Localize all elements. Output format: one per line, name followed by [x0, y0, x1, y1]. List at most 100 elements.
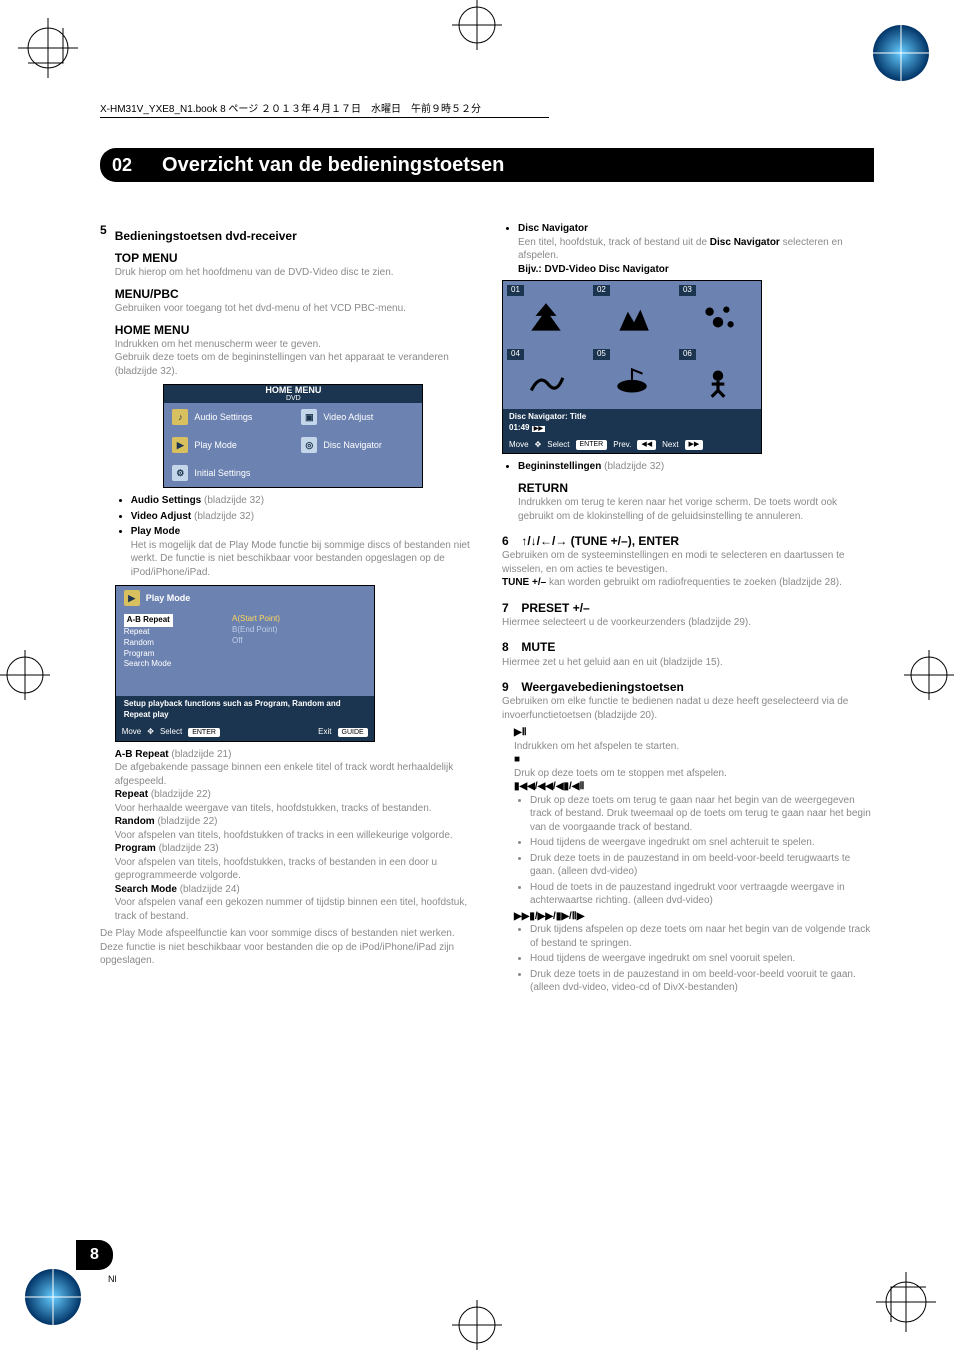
play-mode-body: Het is mogelijk dat de Play Mode functie…	[131, 539, 472, 580]
disc-nav-label: Disc Navigator	[518, 223, 588, 234]
pm-start-point: A(Start Point)	[232, 614, 366, 625]
tune-body: kan worden gebruikt om radiofrequenties …	[546, 577, 842, 588]
play-mode-tail: De Play Mode afspeelfunctie kan voor som…	[100, 927, 472, 968]
search-page: (bladzijde 24)	[180, 884, 240, 895]
left-column: 5 Bedieningstoetsen dvd-receiver TOP MEN…	[100, 222, 472, 997]
sec8-num: 8	[502, 639, 518, 655]
pm-search[interactable]: Search Mode	[124, 659, 216, 670]
hm-disc-label: Disc Navigator	[323, 439, 382, 451]
right-column: Disc Navigator Een titel, hoofdstuk, tra…	[502, 222, 874, 997]
dn-cell-6[interactable]: 06	[675, 345, 761, 409]
stop-icon: ■	[514, 753, 874, 767]
hm-video-label: Video Adjust	[323, 411, 373, 423]
stop-body: Druk op deze toets om te stoppen met afs…	[514, 767, 874, 781]
play-mode-screenshot: ▶Play Mode A-B Repeat Repeat Random Prog…	[115, 585, 375, 741]
ab-repeat-label: A-B Repeat	[115, 749, 169, 760]
chapter-title: Overzicht van de bedieningstoetsen	[144, 148, 874, 182]
top-menu-body: Druk hierop om het hoofdmenu van de DVD-…	[115, 266, 472, 280]
audio-settings-page: (bladzijde 32)	[204, 495, 264, 506]
pm-ab-repeat[interactable]: A-B Repeat	[124, 614, 173, 627]
forward-icon: ▶▶▮/▶▶/▮▶/Ⅱ▶	[514, 910, 874, 924]
hm-video-adjust[interactable]: ▣Video Adjust	[293, 403, 422, 431]
home-menu-line2: Gebruik deze toets om de begininstelling…	[115, 351, 472, 378]
rewind-icon: ▮◀◀/◀◀/◀▮/◀Ⅱ	[514, 780, 874, 794]
top-menu-heading: TOP MENU	[115, 250, 472, 266]
dn-cell-1[interactable]: 01	[503, 281, 589, 345]
pm-hint: Setup playback functions such as Program…	[116, 696, 374, 724]
fwd-1: Druk tijdens afspelen op deze toets om n…	[530, 923, 874, 950]
tune-label: TUNE +/–	[502, 577, 546, 588]
pm-header-label: Play Mode	[146, 592, 191, 604]
dn-next: Next	[662, 440, 678, 451]
rew-2: Houd tijdens de weergave ingedrukt om sn…	[530, 836, 874, 850]
crop-mark	[452, 0, 502, 50]
crop-mark	[904, 650, 954, 700]
pm-random[interactable]: Random	[124, 638, 216, 649]
pm-end-point: B(End Point)	[232, 625, 366, 636]
file-header: X-HM31V_YXE8_N1.book 8 ページ ２０１３年４月１７日 水曜…	[100, 100, 549, 118]
hm-init-label: Initial Settings	[194, 467, 250, 479]
sec9-num: 9	[502, 679, 518, 695]
menu-pbc-heading: MENU/PBC	[115, 286, 472, 302]
section-5-title: Bedieningstoetsen dvd-receiver	[115, 228, 472, 244]
pm-exit: Exit	[318, 727, 331, 738]
sec7-num: 7	[502, 600, 518, 616]
search-label: Search Mode	[115, 884, 177, 895]
program-label: Program	[115, 843, 156, 854]
dn-move: Move	[509, 440, 529, 451]
dn-prev: Prev.	[613, 440, 631, 451]
chapter-number: 02	[100, 148, 144, 182]
sec8-title: MUTE	[521, 640, 555, 654]
dn-cell-2[interactable]: 02	[589, 281, 675, 345]
crop-mark	[876, 1272, 936, 1332]
dn-select: Select	[547, 440, 569, 451]
pm-program[interactable]: Program	[124, 649, 216, 660]
pm-enter: ENTER	[188, 728, 220, 737]
dn-text-bold: Disc Navigator	[710, 237, 780, 248]
home-menu-line1: Indrukken om het menuscherm weer te geve…	[115, 338, 472, 352]
crop-mark	[0, 650, 50, 700]
crop-mark	[452, 1300, 502, 1350]
sec9-title: Weergavebedieningstoetsen	[521, 680, 684, 694]
dn-cell-4[interactable]: 04	[503, 345, 589, 409]
hm-audio-settings[interactable]: ♪Audio Settings	[164, 403, 293, 431]
dn-num-1: 01	[507, 285, 524, 296]
hm-play-mode[interactable]: ▶Play Mode	[164, 431, 293, 459]
search-body: Voor afspelen vanaf een gekozen nummer o…	[115, 896, 472, 923]
fwd-3: Druk deze toets in de pauzestand in om b…	[530, 968, 874, 995]
dn-num-6: 06	[679, 349, 696, 360]
video-adjust-page: (bladzijde 32)	[194, 511, 254, 522]
pm-off: Off	[232, 636, 366, 647]
dn-cell-5[interactable]: 05	[589, 345, 675, 409]
page-lang: Nl	[108, 1274, 117, 1284]
menu-pbc-body: Gebruiken voor toegang tot het dvd-menu …	[115, 302, 472, 316]
rew-4: Houd de toets in de pauzestand ingedrukt…	[530, 881, 874, 908]
dn-cell-3[interactable]: 03	[675, 281, 761, 345]
sec6-title: ↑/↓/←/→ (TUNE +/–), ENTER	[521, 534, 679, 548]
sec8-body: Hiermee zet u het geluid aan en uit (bla…	[502, 656, 874, 670]
play-pause-icon: ▶Ⅱ	[514, 726, 874, 740]
hm-initial-settings[interactable]: ⚙Initial Settings	[164, 459, 293, 487]
sec6-body1: Gebruiken om de systeeminstellingen en m…	[502, 549, 874, 576]
pm-guide: GUIDE	[338, 728, 368, 737]
pm-repeat[interactable]: Repeat	[124, 627, 216, 638]
play-mode-label: Play Mode	[131, 526, 180, 537]
dn-text1: Een titel, hoofdstuk, track of bestand u…	[518, 237, 710, 248]
sec7-body: Hiermee selecteert u de voorkeurzenders …	[502, 616, 874, 630]
return-body: Indrukken om terug te keren naar het vor…	[518, 496, 874, 523]
sec7-title: PRESET +/–	[521, 601, 589, 615]
hm-disc-nav[interactable]: ◎Disc Navigator	[293, 431, 422, 459]
crop-mark	[866, 18, 936, 88]
pm-select: Select	[160, 727, 182, 738]
return-heading: RETURN	[518, 480, 874, 496]
dn-example-heading: Bijv.: DVD-Video Disc Navigator	[518, 263, 874, 277]
ab-repeat-body: De afgebakende passage binnen een enkele…	[115, 761, 472, 788]
dn-num-5: 05	[593, 349, 610, 360]
repeat-page: (bladzijde 22)	[151, 789, 211, 800]
repeat-body: Voor herhaalde weergave van titels, hoof…	[115, 802, 472, 816]
chapter-bar: 02 Overzicht van de bedieningstoetsen	[100, 148, 874, 182]
hm-sub: DVD	[164, 395, 422, 402]
video-adjust-label: Video Adjust	[131, 511, 192, 522]
program-body: Voor afspelen van titels, hoofdstukken, …	[115, 856, 472, 883]
rew-3: Druk deze toets in de pauzestand in om b…	[530, 852, 874, 879]
